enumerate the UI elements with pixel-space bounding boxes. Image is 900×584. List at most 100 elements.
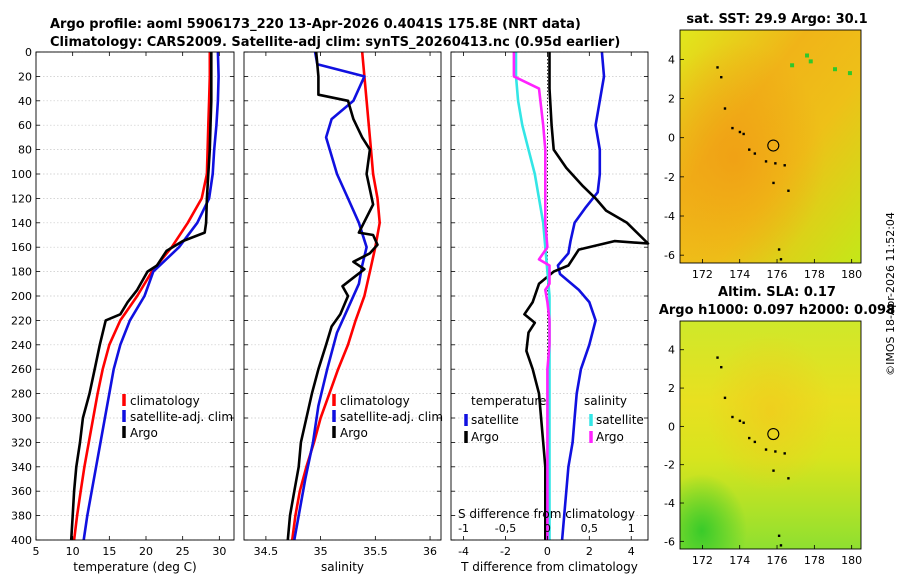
x-tick-label: 176 — [767, 554, 788, 567]
y-tick-label: 300 — [11, 412, 32, 425]
y-tick-label: -4 — [664, 497, 675, 510]
x-tick-label: 30 — [212, 545, 226, 558]
y-tick-label: 320 — [11, 436, 32, 449]
series-line-climatology — [72, 52, 212, 541]
island-marker — [748, 148, 751, 151]
island-marker — [723, 107, 727, 110]
x-tick-label: 178 — [804, 554, 825, 567]
x-tick-label: 25 — [176, 545, 190, 558]
temperature-panel: 0 20 40 60 80 100 120 140 160 180 200 220 240 260 280 3… — [11, 46, 235, 574]
y-tick-label: 120 — [11, 192, 32, 205]
sla-map-panel: 172 174 176 178 180 4 2 0 -2 -4 -6 — [664, 320, 862, 567]
island-marker — [783, 452, 786, 455]
series-line-salinity-satellite — [514, 52, 551, 540]
y-tick-label: 280 — [11, 388, 32, 401]
legend-label: Argo — [471, 430, 499, 444]
x-tick-label: 180 — [841, 554, 862, 567]
x-tick-label: 172 — [692, 268, 713, 281]
y-tick-label: 140 — [11, 217, 32, 230]
y-tick-label: 2 — [668, 93, 675, 106]
x-tick-label: 0 — [544, 545, 551, 558]
y-tick-label: 100 — [11, 168, 32, 181]
y-tick-label: 4 — [668, 53, 675, 66]
sla-map-low-patch — [680, 321, 861, 549]
x-tick-label: 36 — [423, 545, 437, 558]
x-tick-label: 180 — [841, 268, 862, 281]
plot-frame — [243, 51, 442, 541]
y-tick-label: 0 — [668, 420, 675, 433]
argo-position-marker — [767, 427, 780, 441]
legend-label: Argo — [130, 426, 158, 440]
y-tick-label: 360 — [11, 485, 32, 498]
island-marker — [738, 419, 742, 423]
legend-label: climatology — [130, 394, 200, 408]
sst-speckle — [833, 67, 838, 72]
y-tick-label: 0 — [25, 46, 32, 59]
y-tick-label: -2 — [664, 171, 675, 184]
x-tick-label: 35.5 — [363, 545, 388, 558]
x-tick-label: 5 — [33, 545, 40, 558]
island-marker — [764, 448, 768, 451]
legend-label: satellite — [471, 413, 519, 427]
y-tick-label: 340 — [11, 461, 32, 474]
island-marker — [772, 181, 775, 185]
x-tick-label: 34.5 — [254, 545, 279, 558]
x2-axis-label: S difference from climatology — [458, 507, 635, 521]
sla-map-subtitle: Argo h1000: 0.097 h2000: 0.098 — [659, 303, 895, 318]
y-tick-label: 220 — [11, 314, 32, 327]
island-marker — [738, 130, 742, 134]
sst-speckle — [847, 71, 852, 76]
x2-tick-label: -0,5 — [495, 522, 516, 535]
y-tick-label: 80 — [18, 144, 32, 157]
island-marker — [723, 396, 727, 400]
sst-map-panel: 172 174 176 178 180 4 2 0 -2 -4 -6 — [664, 29, 862, 281]
salinity-panel: 34.5 35 35.5 36 salinity climatology satellite… — [243, 51, 443, 574]
x-axis-label: T difference from climatology — [460, 560, 638, 574]
y-tick-label: 240 — [11, 339, 32, 352]
sst-speckle — [805, 53, 810, 58]
y-tick-label: 0 — [668, 132, 675, 145]
x2-tick-label: 1 — [628, 522, 635, 535]
series-line-argo — [69, 52, 213, 541]
series-line-satellite-adj-clim — [82, 51, 220, 541]
island-marker — [779, 544, 783, 547]
island-marker — [777, 248, 781, 251]
sst-speckle — [790, 63, 795, 68]
x-tick-label: -2 — [500, 545, 511, 558]
sst-map-warm-patch — [680, 30, 861, 263]
island-marker — [731, 415, 734, 419]
legend-title-salinity: salinity — [584, 394, 627, 408]
x2-tick-label: 0,5 — [581, 522, 599, 535]
x2-tick-label: -1 — [458, 522, 469, 535]
island-marker — [748, 436, 751, 440]
y-tick-label: 400 — [11, 534, 32, 547]
x-tick-label: 178 — [804, 268, 825, 281]
x-tick-label: 174 — [729, 554, 750, 567]
y-tick-label: 200 — [11, 290, 32, 303]
legend-title-temperature: temperature — [471, 394, 546, 408]
x-tick-label: 20 — [139, 545, 153, 558]
y-tick-label: 380 — [11, 510, 32, 523]
sst-speckle — [808, 59, 813, 64]
island-marker — [774, 162, 777, 165]
map-frame — [679, 29, 862, 264]
island-marker — [764, 160, 768, 163]
island-marker — [787, 189, 790, 192]
legend-label: Argo — [340, 426, 368, 440]
y-tick-label: -4 — [664, 210, 675, 223]
island-marker — [787, 477, 790, 480]
series-line-salinity-argo — [512, 52, 551, 540]
x-axis-label: salinity — [321, 560, 364, 574]
y-tick-label: -2 — [664, 459, 675, 472]
island-marker — [716, 356, 719, 359]
legend-label: satellite — [596, 413, 644, 427]
island-marker — [772, 469, 775, 472]
x-tick-label: 15 — [102, 545, 116, 558]
y-tick-label: 260 — [11, 363, 32, 376]
y-tick-label: 160 — [11, 241, 32, 254]
y-tick-label: 40 — [18, 95, 32, 108]
plot-frame — [35, 51, 235, 541]
argo-position-marker — [767, 139, 780, 152]
x2-tick-label: 0 — [544, 522, 551, 535]
